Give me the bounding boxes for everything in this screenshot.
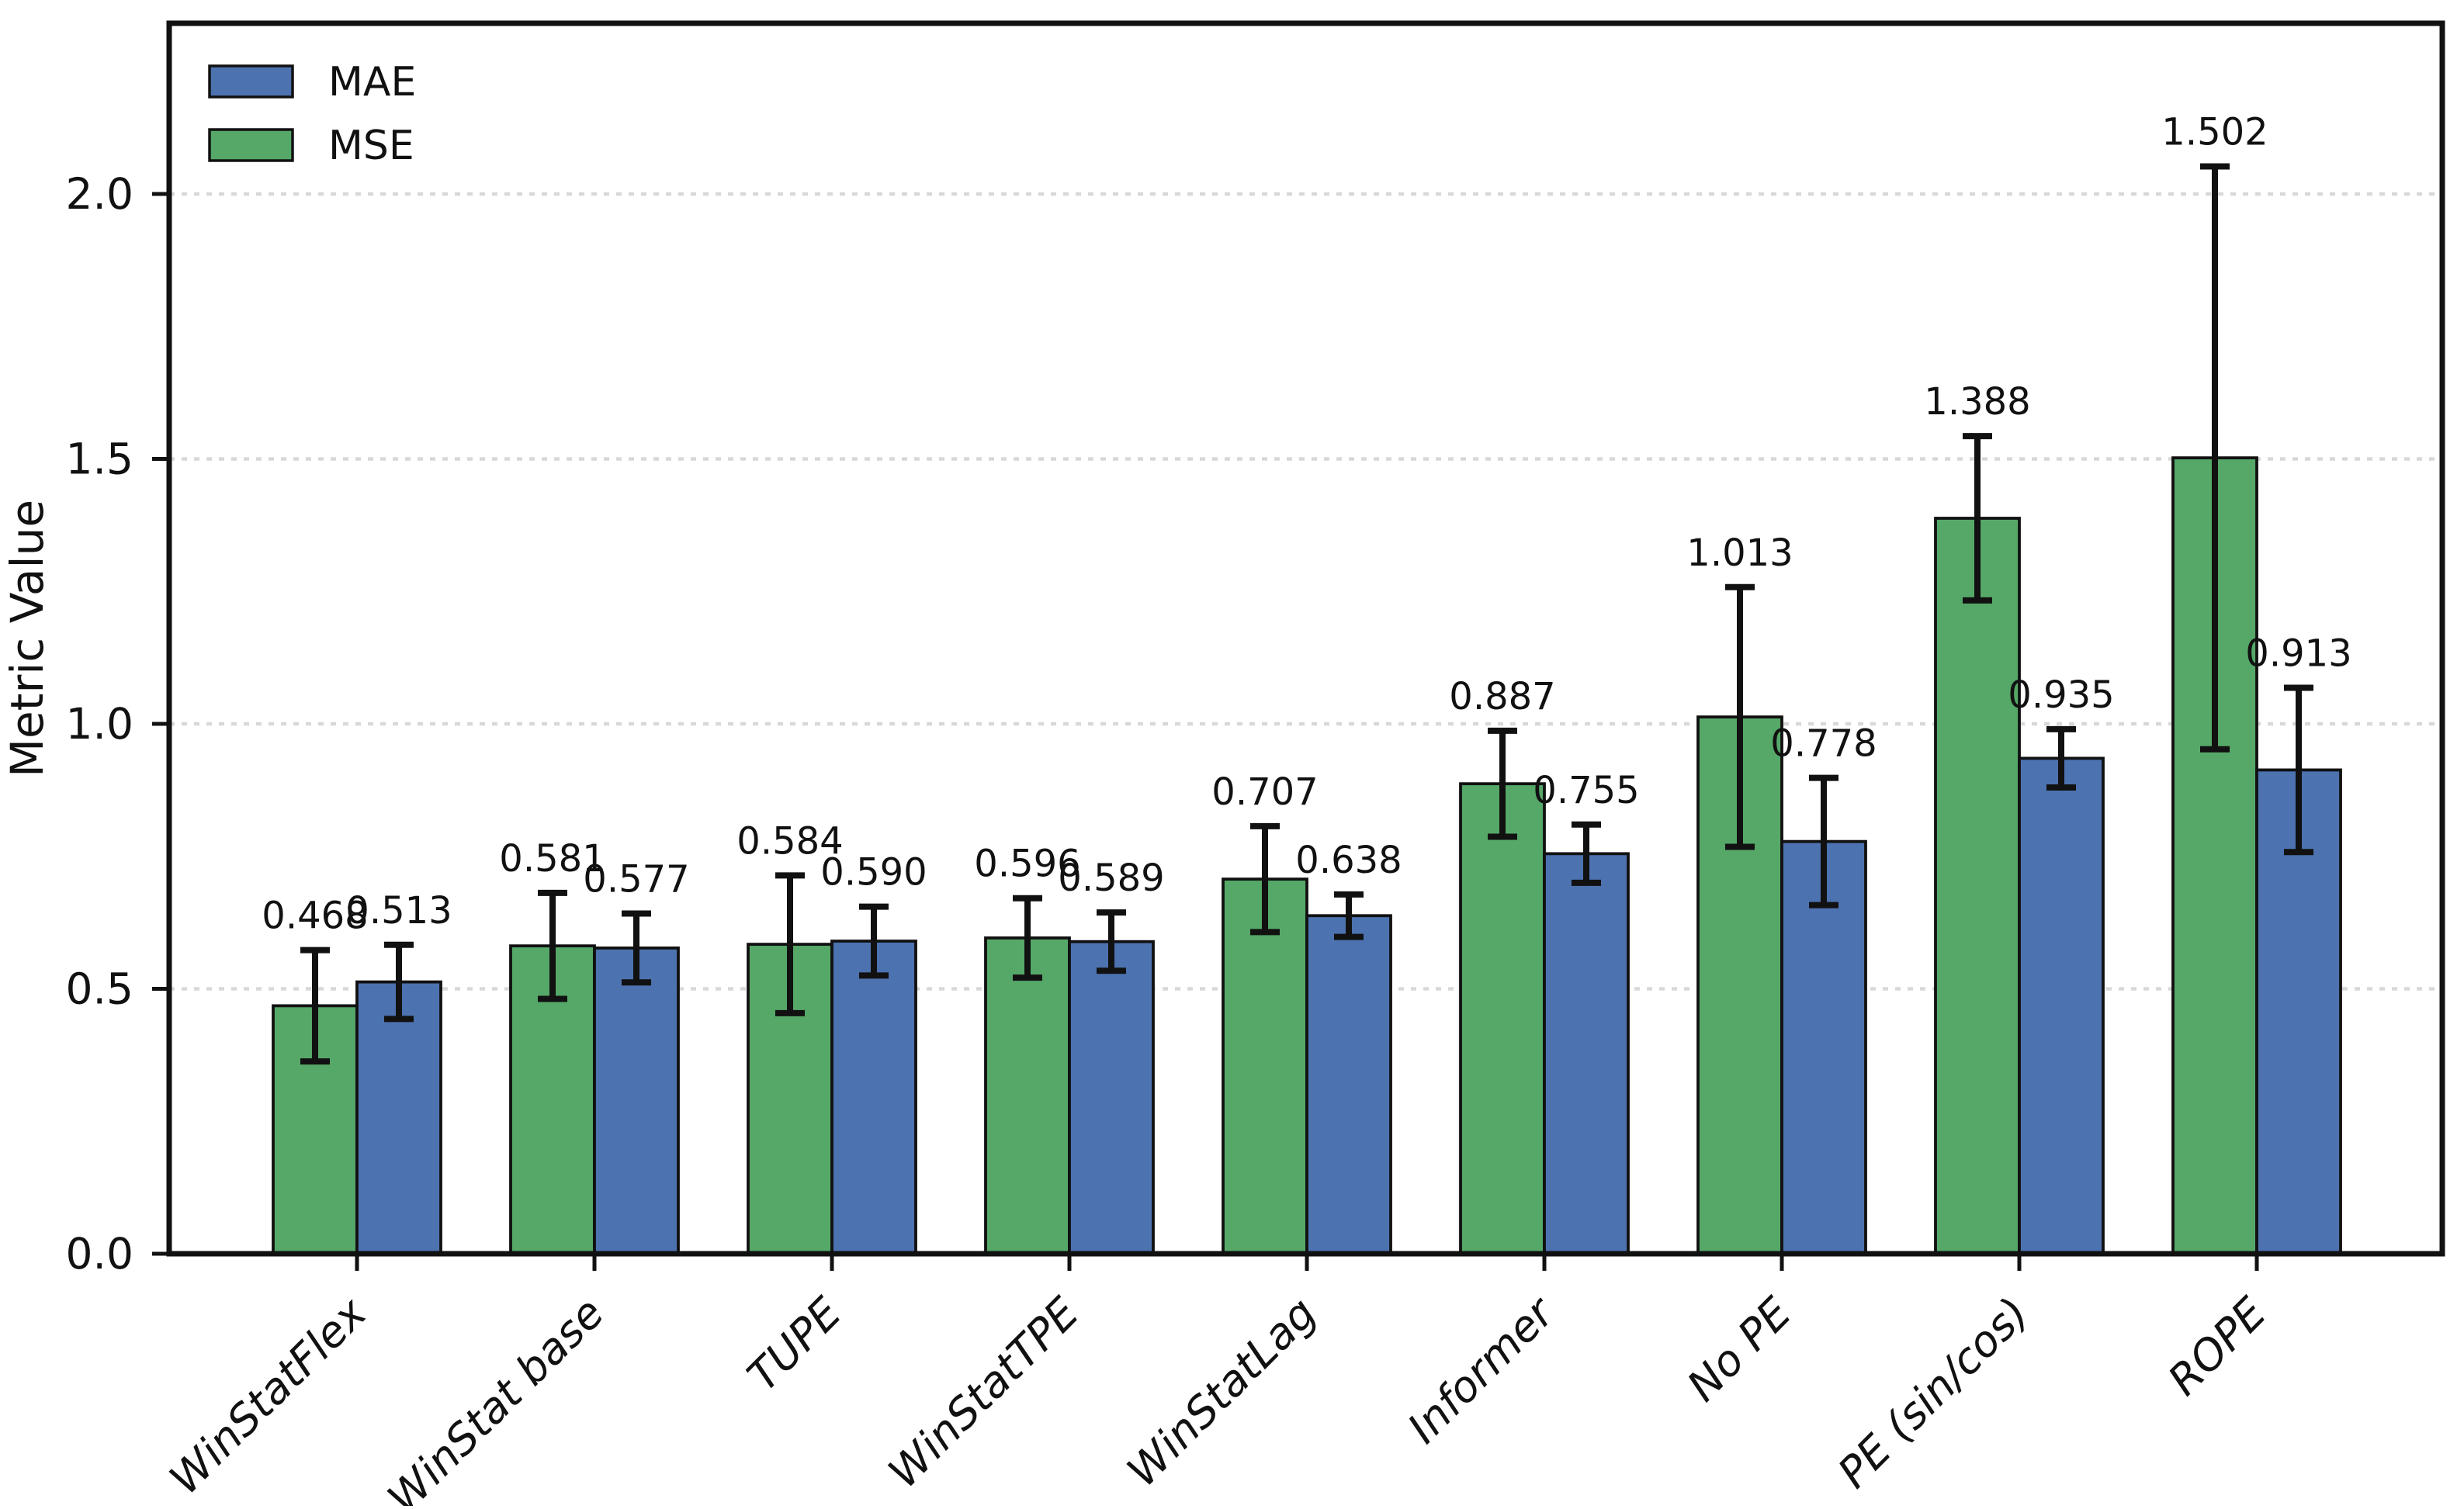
value-label-mae-PE (sin/cos): 0.935 bbox=[2008, 673, 2114, 717]
x-tick-label-Informer: Informer bbox=[1398, 1286, 1565, 1453]
x-tick-label-TUPE: TUPE bbox=[738, 1288, 851, 1401]
value-label-mse-TUPE: 0.584 bbox=[736, 819, 843, 863]
bar-mse-WinStatLag bbox=[1222, 877, 1308, 1255]
bar-mse-PE (sin/cos) bbox=[1934, 517, 2021, 1255]
value-label-mae-Informer: 0.755 bbox=[1533, 769, 1639, 812]
y-axis-label: Metric Value bbox=[1, 500, 54, 777]
bar-mae-WinStatFlex bbox=[355, 980, 442, 1255]
value-label-mae-WinStatFlex: 0.513 bbox=[345, 889, 452, 933]
value-label-mse-WinStat base: 0.581 bbox=[499, 837, 605, 881]
bar-mae-TUPE bbox=[830, 940, 917, 1255]
bar-mae-Informer bbox=[1543, 852, 1630, 1255]
legend-swatch-mse bbox=[208, 128, 294, 162]
bar-mae-WinStat base bbox=[593, 947, 680, 1255]
value-label-mse-ROPE: 1.502 bbox=[2161, 110, 2268, 154]
value-label-mae-No PE: 0.778 bbox=[1770, 722, 1877, 766]
value-label-mse-Informer: 0.887 bbox=[1449, 675, 1555, 718]
bar-mae-WinStatLag bbox=[1305, 914, 1392, 1255]
value-label-mse-WinStatTPE: 0.596 bbox=[974, 843, 1080, 886]
bar-mae-PE (sin/cos) bbox=[2018, 756, 2105, 1255]
y-tick-label-0.5: 0.5 bbox=[66, 964, 133, 1014]
value-label-mae-WinStatTPE: 0.589 bbox=[1058, 857, 1164, 900]
legend-swatch-mae bbox=[208, 64, 294, 99]
x-tick-label-ROPE: ROPE bbox=[2158, 1288, 2275, 1405]
x-tick-label-WinStat base: WinStat base bbox=[378, 1288, 613, 1506]
y-tick-label-2.0: 2.0 bbox=[66, 169, 133, 219]
x-tick-label-WinStatTPE: WinStatTPE bbox=[879, 1288, 1088, 1497]
bar-mse-Informer bbox=[1459, 782, 1546, 1255]
y-tick-label-0.0: 0.0 bbox=[66, 1229, 133, 1279]
y-tick-label-1.5: 1.5 bbox=[66, 434, 133, 484]
bar-mse-WinStatTPE bbox=[984, 936, 1071, 1255]
value-label-mae-TUPE: 0.590 bbox=[820, 851, 927, 895]
legend: MAE MSE bbox=[208, 59, 416, 169]
value-label-mae-ROPE: 0.913 bbox=[2245, 632, 2351, 676]
value-label-mse-PE (sin/cos): 1.388 bbox=[1924, 380, 2030, 424]
x-tick-label-No PE: No PE bbox=[1678, 1288, 1801, 1411]
value-label-mae-WinStat base: 0.577 bbox=[583, 858, 689, 902]
legend-label-mae: MAE bbox=[328, 59, 416, 106]
value-label-mse-No PE: 1.013 bbox=[1686, 531, 1793, 575]
x-tick-label-PE (sin/cos): PE (sin/cos) bbox=[1828, 1288, 2038, 1497]
legend-label-mse: MSE bbox=[328, 123, 414, 169]
value-label-mse-WinStatFlex: 0.468 bbox=[262, 895, 368, 938]
value-label-mae-WinStatLag: 0.638 bbox=[1295, 839, 1402, 882]
x-tick-label-WinStatFlex: WinStatFlex bbox=[160, 1288, 376, 1504]
bar-mae-WinStatTPE bbox=[1068, 940, 1155, 1255]
value-label-mse-WinStatLag: 0.707 bbox=[1211, 770, 1318, 814]
y-tick-label-1.0: 1.0 bbox=[66, 699, 133, 749]
x-tick-label-WinStatLag: WinStatLag bbox=[1118, 1288, 1326, 1496]
